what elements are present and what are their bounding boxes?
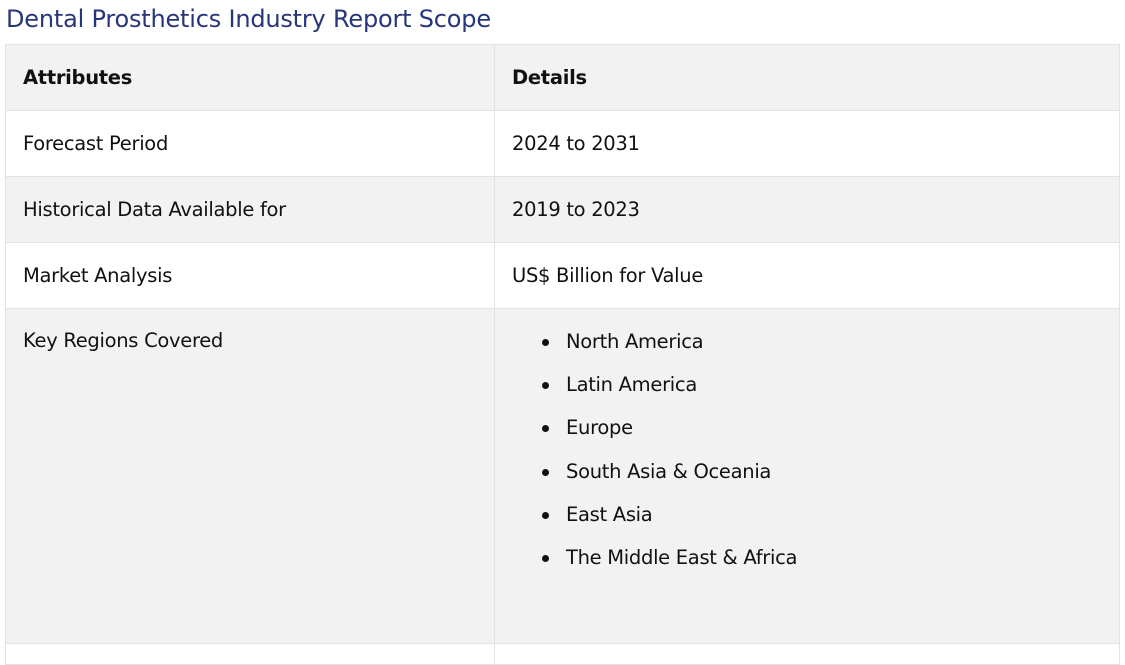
table-row-regions: Key Regions Covered North America Latin … — [5, 308, 1120, 644]
table-header-row: Attributes Details — [5, 44, 1120, 111]
page-title: Dental Prosthetics Industry Report Scope — [6, 5, 491, 33]
attribute-cell: Forecast Period — [5, 110, 495, 177]
region-label: South Asia & Oceania — [566, 459, 772, 483]
bullet-icon — [542, 511, 549, 519]
detail-cell: 2019 to 2023 — [494, 176, 1120, 243]
detail-cell: US$ Billion for Value — [494, 242, 1120, 309]
bullet-icon — [542, 554, 549, 562]
region-label: Latin America — [566, 373, 697, 397]
table-row: Market Analysis US$ Billion for Value — [5, 242, 1120, 309]
detail-cell: 2024 to 2031 — [494, 110, 1120, 177]
table-row: Forecast Period 2024 to 2031 — [5, 110, 1120, 177]
regions-list: North America Latin America Europe South… — [512, 331, 1102, 590]
list-item: East Asia — [542, 502, 1102, 547]
attribute-cell-empty — [5, 643, 495, 665]
bullet-icon — [542, 468, 549, 476]
region-label: The Middle East & Africa — [566, 545, 798, 569]
list-item: South Asia & Oceania — [542, 459, 1102, 504]
detail-cell-empty — [494, 643, 1120, 665]
attribute-cell: Key Regions Covered — [5, 308, 495, 644]
header-details: Details — [494, 44, 1120, 111]
regions-cell: North America Latin America Europe South… — [494, 308, 1120, 644]
list-item: Latin America — [542, 373, 1102, 417]
report-scope-table: Attributes Details Forecast Period 2024 … — [5, 44, 1120, 665]
list-item: Europe — [542, 416, 1102, 460]
bullet-icon — [542, 339, 549, 346]
header-attributes: Attributes — [5, 44, 495, 111]
table-row-partial — [5, 643, 1120, 665]
bullet-icon — [542, 425, 549, 433]
attribute-cell: Market Analysis — [5, 242, 495, 309]
region-label: North America — [566, 330, 704, 353]
region-label: East Asia — [566, 502, 653, 526]
list-item: The Middle East & Africa — [542, 545, 1102, 590]
table-row: Historical Data Available for 2019 to 20… — [5, 176, 1120, 243]
attribute-cell: Historical Data Available for — [5, 176, 495, 243]
region-label: Europe — [566, 416, 633, 440]
list-item: North America — [542, 330, 1102, 374]
bullet-icon — [542, 382, 549, 390]
